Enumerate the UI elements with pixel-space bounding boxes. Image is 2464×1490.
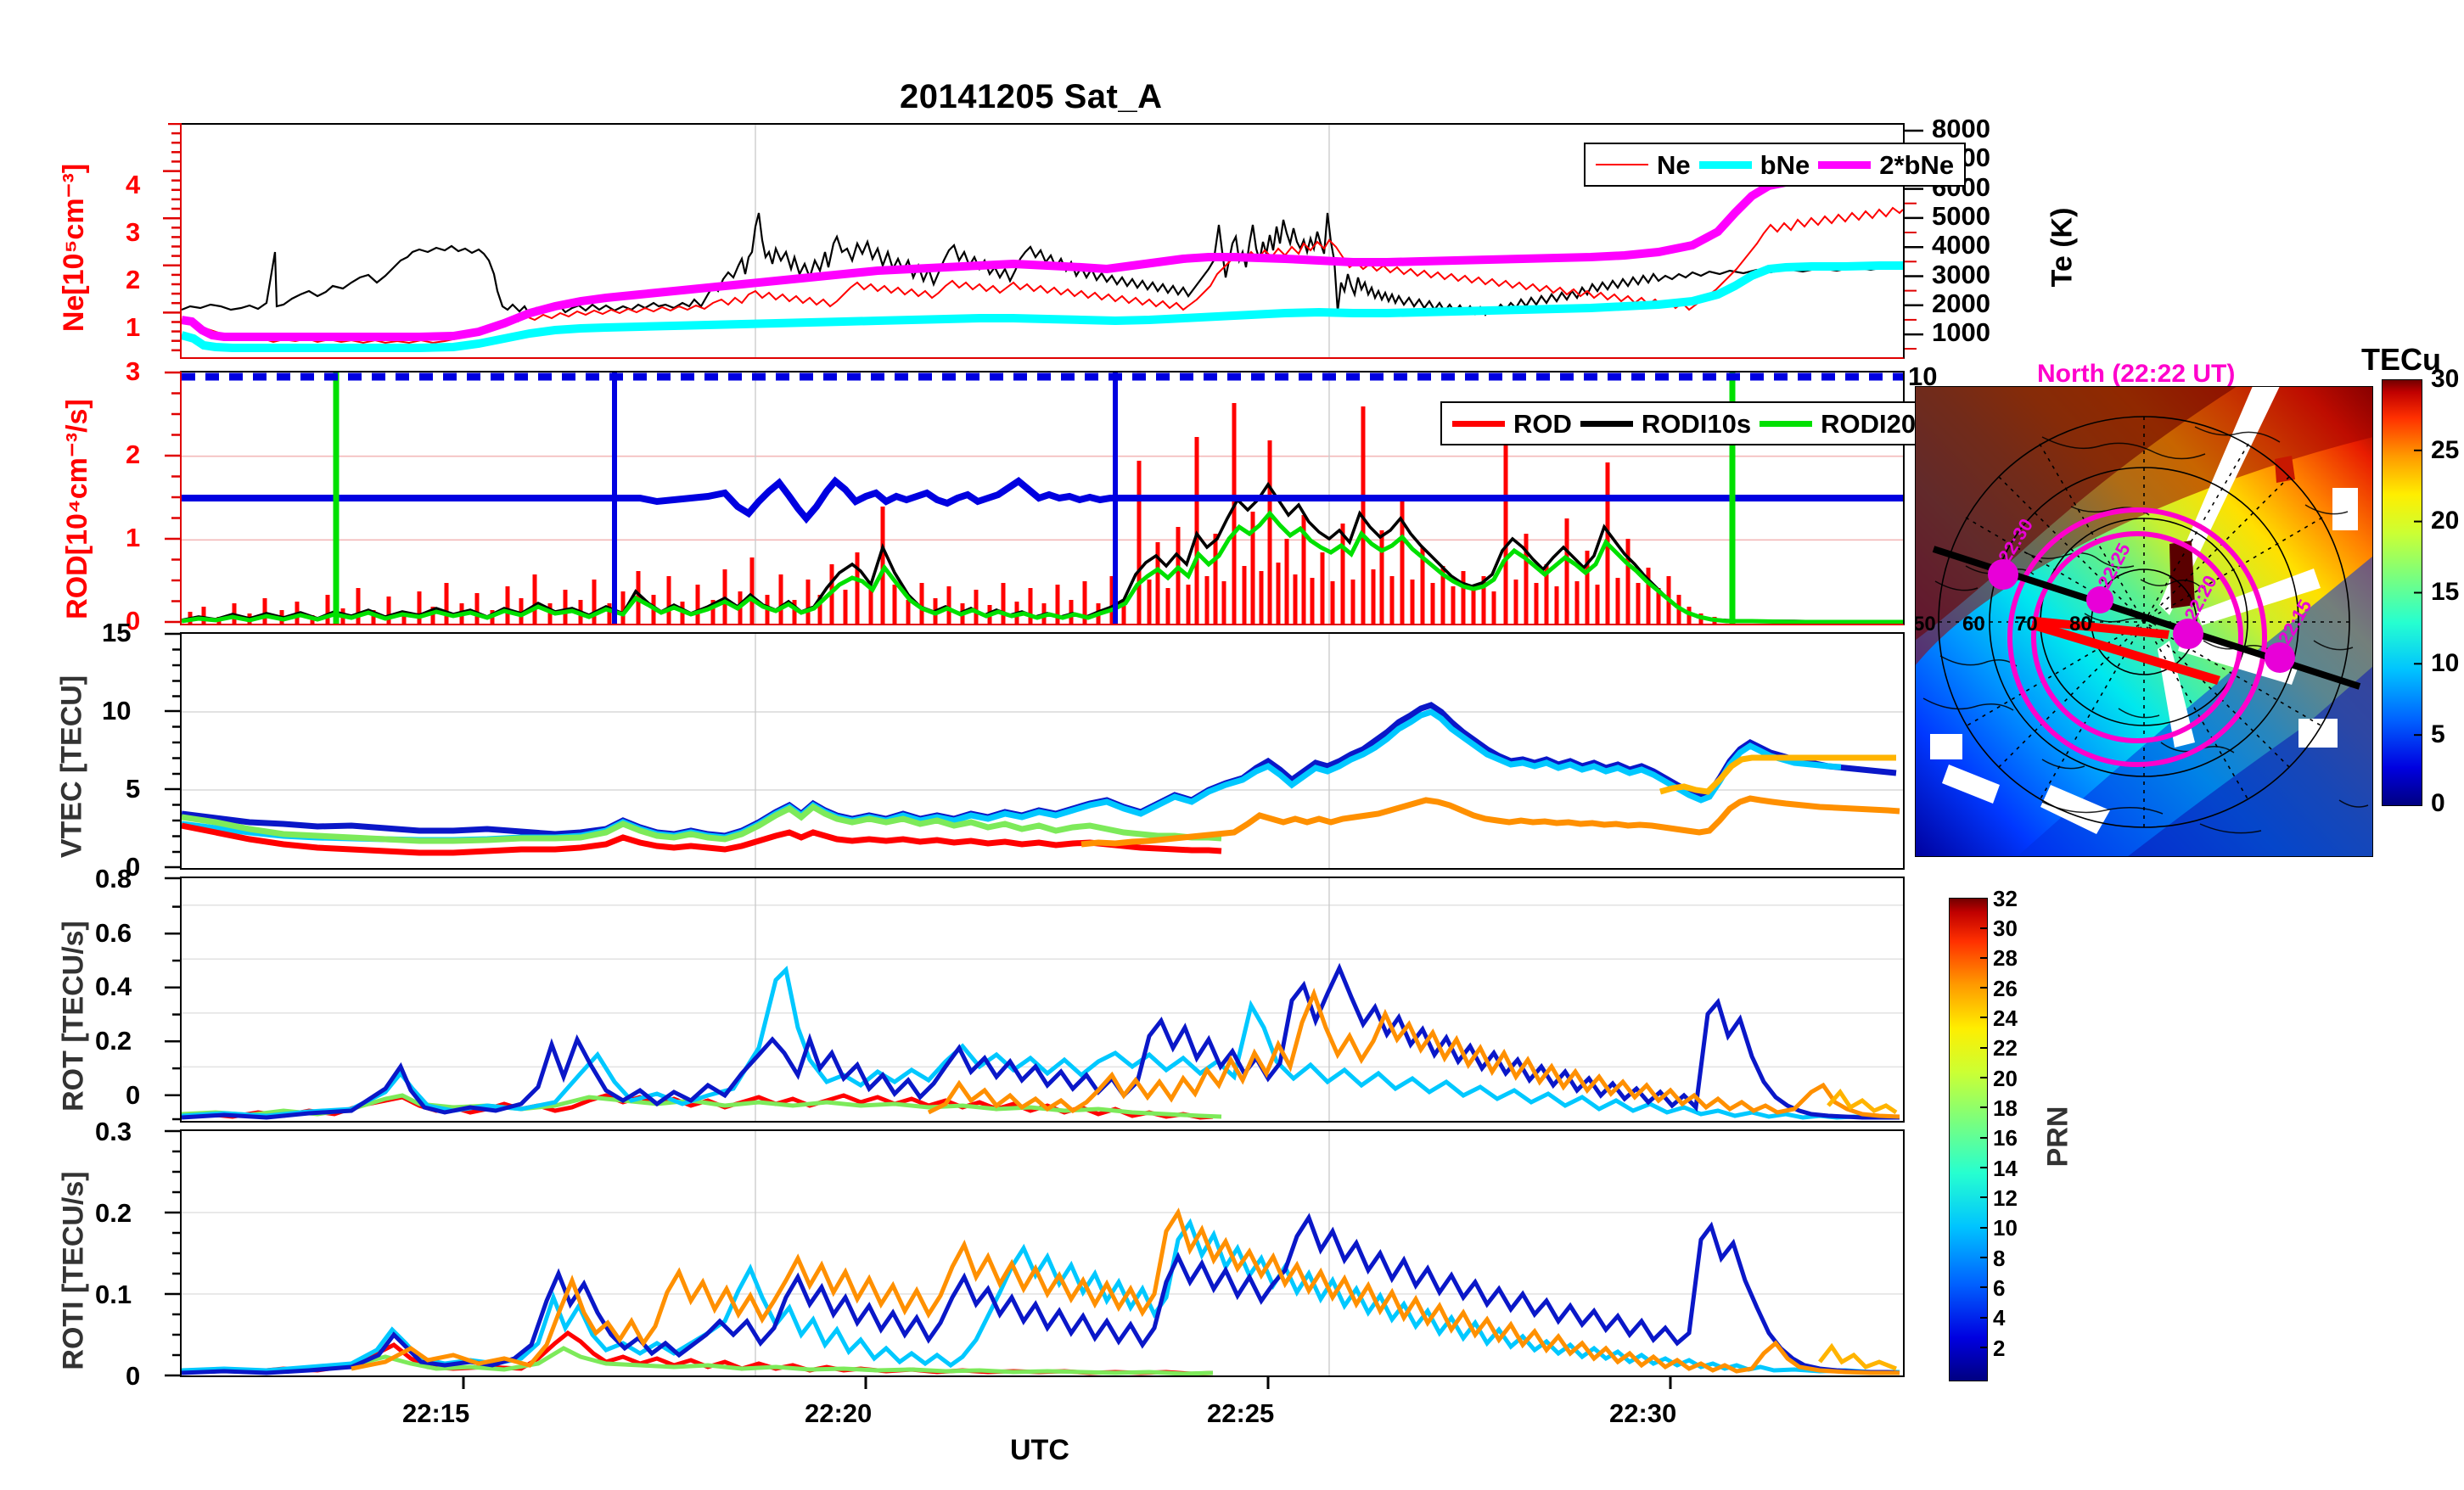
panel-ne-te-y2tick-1000: 1000 [1932, 317, 1990, 347]
panel-ne-te-plot [182, 125, 1903, 357]
colorbar-tecu-tick-30: 30 [2431, 365, 2460, 393]
colorbar-prn-tick-8: 8 [1993, 1246, 2006, 1271]
colorbar-prn-tick-32: 32 [1993, 886, 2018, 911]
legend-label-rodi20s: RODI20s [1821, 408, 1931, 439]
colorbar-tecu-tick-10: 10 [2431, 649, 2460, 677]
colorbar-prn-tick-10: 10 [1993, 1215, 2018, 1241]
panel-rot-ytick-06: 0.6 [95, 918, 132, 948]
panel-rod-ytick-0: 0 [126, 606, 141, 636]
xaxis-tick-2225: 22:25 [1207, 1398, 1275, 1428]
map-title: North (22:22 UT) [2037, 360, 2236, 388]
xaxis-tick-2220: 22:20 [805, 1398, 873, 1428]
panel-roti-ytick-0: 0 [126, 1361, 141, 1391]
panel-vtec-ytick-5: 5 [126, 774, 141, 804]
panel-ne-te-ytick-4: 4 [126, 170, 141, 199]
panel-ne-te-y2tick-3000: 3000 [1932, 260, 1990, 289]
panel-roti-ytick-02: 0.2 [95, 1198, 132, 1228]
panel-roti-ytick-03: 0.3 [95, 1117, 132, 1146]
panel-roti [180, 1129, 1905, 1377]
colorbar-tecu-tick-5: 5 [2431, 720, 2445, 748]
colorbar-tecu-tick-15: 15 [2431, 578, 2460, 606]
legend-swatch-rodi20s [1760, 420, 1813, 427]
panel-rot-ytick-08: 0.8 [95, 864, 132, 893]
legend-swatch-rod [1452, 420, 1505, 427]
xaxis-ticks [462, 1377, 1672, 1389]
colorbar-prn [1949, 898, 1988, 1381]
colorbar-tecu [2382, 379, 2422, 806]
svg-text:80: 80 [2069, 613, 2092, 636]
legend-panel-ne-te: Ne bNe 2*bNe [1584, 143, 1967, 187]
panel-vtec-plot [182, 634, 1903, 868]
panel-ne-te-ytick-1: 1 [126, 312, 141, 342]
legend-swatch-2bne [1818, 160, 1872, 169]
panel-ne-te-y2tick-8000: 8000 [1932, 114, 1990, 143]
panel-rot-ytick-04: 0.4 [95, 972, 132, 1001]
panel-rot-plot [182, 878, 1903, 1121]
panel-roti-ylabel: ROTI [TECU/s] [57, 1171, 90, 1370]
colorbar-prn-tick-22: 22 [1993, 1035, 2018, 1061]
panel-vtec-ylabel: VTEC [TECU] [55, 675, 88, 859]
svg-text:70: 70 [2015, 613, 2038, 636]
polar-tec-map: 22:30 22:25 22:20 22:15 50 60 70 80 [1915, 386, 2373, 857]
panel-rod-plot [182, 372, 1903, 624]
panel-rod-ytick-1: 1 [126, 523, 141, 552]
panel-ne-te-ytick-2: 2 [126, 265, 141, 294]
panel-ne-te-ylabel: Ne[10⁵cm⁻³] [58, 163, 90, 333]
colorbar-prn-tick-28: 28 [1993, 945, 2018, 971]
colorbar-prn-tick-12: 12 [1993, 1185, 2018, 1211]
colorbar-prn-tick-18: 18 [1993, 1095, 2018, 1121]
colorbar-prn-tick-14: 14 [1993, 1156, 2018, 1181]
panel-vtec-ytick-15: 15 [102, 618, 132, 647]
panel-vtec-ytick-10: 10 [102, 696, 132, 725]
colorbar-prn-tick-30: 30 [1993, 916, 2018, 941]
panel-ne-te-y2tick-5000: 5000 [1932, 201, 1990, 231]
colorbar-prn-tick-2: 2 [1993, 1336, 2006, 1361]
colorbar-tecu-tick-20: 20 [2431, 507, 2460, 535]
panel-ne-te-left-ticks [163, 123, 182, 352]
panel-ne-te-y2label: Te (K) [2046, 207, 2079, 288]
panel-roti-ytick-01: 0.1 [95, 1280, 132, 1309]
colorbar-prn-tick-16: 16 [1993, 1125, 2018, 1151]
xaxis-tick-2230: 22:30 [1609, 1398, 1677, 1428]
panel-vtec-left-ticks [165, 632, 182, 869]
panel-ne-te-y2tick-2000: 2000 [1932, 288, 1990, 318]
panel-rot [180, 877, 1905, 1123]
xaxis-label: UTC [1010, 1434, 1069, 1466]
legend-label-rod: ROD [1513, 408, 1572, 439]
page-title: 20141205 Sat_A [900, 78, 1163, 115]
panel-rod-ylabel: ROD[10⁴cm⁻³/s] [61, 399, 93, 619]
colorbar-prn-tick-24: 24 [1993, 1005, 2018, 1031]
panel-rod-ytick-3: 3 [126, 356, 141, 386]
panel-ne-te-ytick-3: 3 [126, 217, 141, 247]
legend-swatch-rodi10s [1580, 420, 1633, 427]
colorbar-tecu-tick-0: 0 [2431, 789, 2445, 817]
panel-rod-ytick-2: 2 [126, 440, 141, 469]
svg-text:60: 60 [1962, 613, 1985, 636]
panel-roti-plot [182, 1131, 1903, 1375]
colorbar-prn-tick-20: 20 [1993, 1066, 2018, 1091]
panel-vtec-ytick-0: 0 [126, 852, 141, 882]
panel-rot-ytick-0: 0 [126, 1080, 141, 1110]
panel-rot-ylabel: ROT [TECU/s] [57, 921, 90, 1112]
colorbar-tecu-title: TECu [2361, 342, 2441, 377]
colorbar-tecu-tick-25: 25 [2431, 436, 2460, 464]
legend-label-ne: Ne [1657, 149, 1691, 180]
legend-label-rodi10s: RODI10s [1641, 408, 1752, 439]
colorbar-prn-tick-6: 6 [1993, 1275, 2006, 1301]
colorbar-prn-tick-26: 26 [1993, 976, 2018, 1001]
panel-rot-ytick-02: 0.2 [95, 1026, 132, 1056]
panel-rot-left-ticks [165, 877, 182, 1121]
panel-ne-te-y2tick-4000: 4000 [1932, 230, 1990, 260]
legend-panel-rod: ROD RODI10s RODI20s [1440, 401, 1943, 445]
legend-swatch-bne [1698, 160, 1752, 169]
colorbar-prn-tick-4: 4 [1993, 1305, 2006, 1330]
svg-text:50: 50 [1915, 613, 1936, 636]
legend-label-bne: bNe [1760, 149, 1810, 180]
colorbar-prn-title: PRN [2041, 1106, 2074, 1168]
panel-rod-left-ticks [165, 371, 182, 624]
xaxis-tick-2215: 22:15 [402, 1398, 470, 1428]
panel-roti-left-ticks [165, 1129, 182, 1377]
legend-swatch-ne [1596, 164, 1648, 165]
legend-label-2bne: 2*bNe [1879, 149, 1955, 180]
